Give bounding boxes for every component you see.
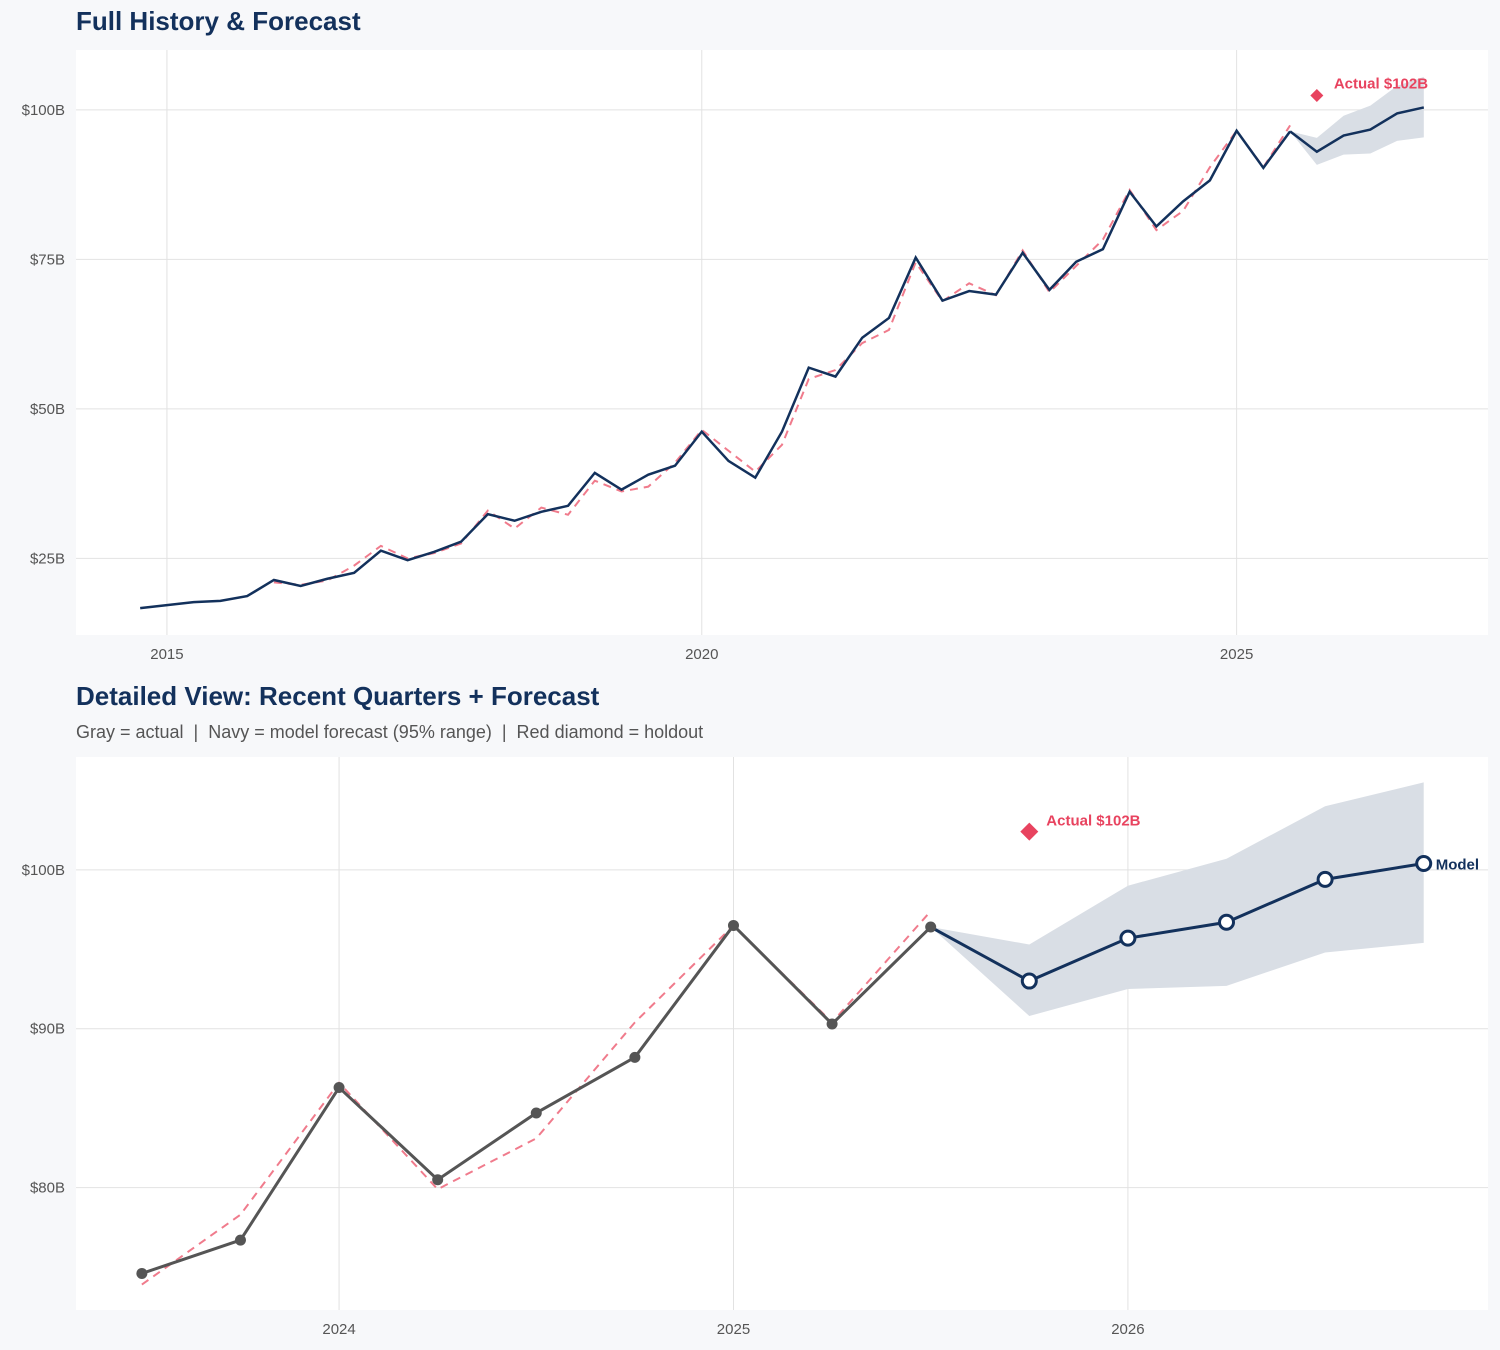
x-tick-label: 2025 (1220, 646, 1253, 663)
y-tick-label: $90B (30, 1021, 65, 1038)
y-tick-label: $50B (30, 401, 65, 418)
y-tick-label: $100B (22, 102, 65, 119)
forecast-line (929, 861, 1424, 983)
forecast-point (1218, 913, 1236, 931)
actual-point (432, 1174, 444, 1186)
actual-point (629, 1051, 641, 1063)
forecast-line (1289, 106, 1425, 154)
bottom-chart-subtitle: Gray = actual | Navy = model forecast (9… (76, 722, 704, 742)
bottom-chart-title: Detailed View: Recent Quarters + Forecas… (76, 681, 600, 711)
holdout-label: Actual $102B (1334, 75, 1428, 92)
actual-point (234, 1234, 246, 1246)
fitted-line (273, 124, 1291, 586)
actual-point (136, 1267, 148, 1279)
actual-point (826, 1018, 838, 1030)
forecast-point (1119, 929, 1137, 947)
y-tick-label: $75B (30, 251, 65, 268)
x-tick-label: 2020 (685, 646, 718, 663)
actual-point (925, 921, 937, 933)
x-tick-label: 2026 (1111, 1321, 1144, 1338)
top-chart-title: Full History & Forecast (76, 6, 361, 36)
x-tick-label: 2015 (150, 646, 183, 663)
x-tick-label: 2024 (322, 1321, 355, 1338)
y-tick-label: $25B (30, 550, 65, 567)
actual-line (140, 128, 1292, 610)
x-tick-label: 2025 (717, 1321, 750, 1338)
forecast-point (1316, 870, 1334, 888)
forecast-point (1415, 854, 1433, 872)
forecast-label: Model (1436, 856, 1479, 873)
forecast-95-band (930, 782, 1424, 1017)
plot-area (76, 50, 1488, 635)
y-tick-label: $80B (30, 1180, 65, 1197)
actual-point (333, 1082, 345, 1094)
holdout-diamond (1310, 88, 1324, 102)
holdout-label: Actual $102B (1046, 813, 1140, 830)
actual-point (530, 1107, 542, 1119)
holdout-diamond (1020, 822, 1039, 841)
actual-point (727, 919, 739, 931)
y-tick-label: $100B (22, 862, 65, 879)
forecast-95-band (1290, 76, 1424, 165)
forecast-point (1020, 972, 1038, 990)
